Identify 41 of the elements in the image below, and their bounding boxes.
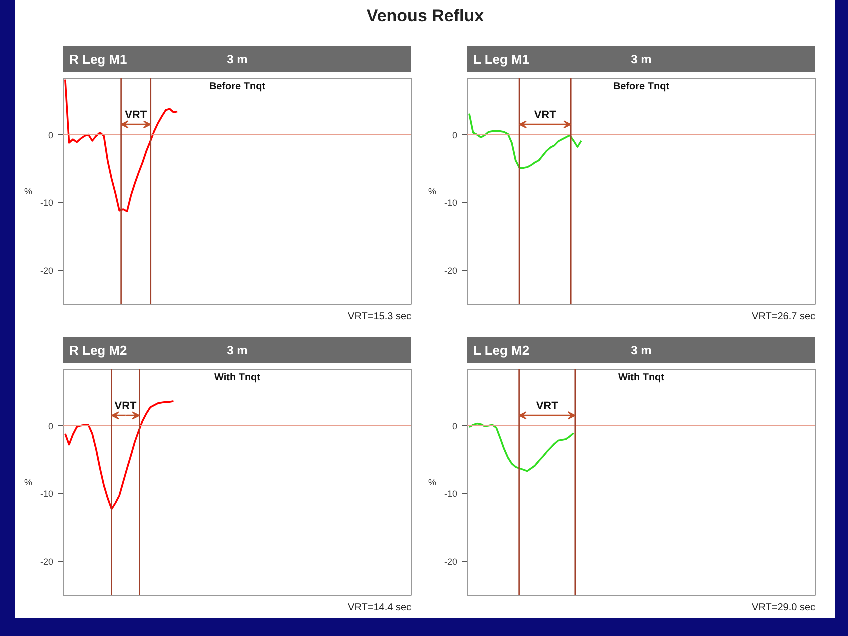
annotation: VRT [536,400,559,413]
text: VRT=14.4 sec [348,602,412,614]
chart-subtitle: With Tnqt [214,372,262,384]
text: 3 m [631,52,652,66]
annotation: VRT [125,110,148,122]
annotation: VRT [114,400,138,413]
y-tick-label: 0 [48,130,54,140]
chart-title: L Leg M1 [474,52,530,67]
y-tick-label: 0 [452,130,458,140]
y-tick-label: 0 [48,421,54,432]
text: 3 m [631,344,652,358]
text: VRT=26.7 sec [752,312,816,322]
y-tick-label: -20 [444,266,458,276]
chart-title: R Leg M1 [70,52,128,67]
line-series [468,112,582,169]
text: VRT=29.0 sec [752,602,816,614]
annotation: VRT [534,110,557,122]
y-tick-label: -10 [444,198,458,208]
text: 3 m [227,344,248,358]
text: 3 m [227,52,248,66]
line-series [64,400,175,510]
text: Venous Reflux [366,6,485,26]
y-axis-title: % [24,478,33,488]
line-series [468,422,575,472]
chart-subtitle: Before Tnqt [613,82,670,92]
chart-title: L Leg M2 [474,343,530,358]
y-tick-label: 0 [452,421,458,432]
chart-subtitle: Before Tnqt [209,82,266,92]
y-axis-title: % [24,186,33,196]
y-tick-label: -20 [40,557,54,568]
line-series [64,78,178,212]
text: VRT=15.3 sec [348,312,412,322]
y-tick-label: -10 [40,198,54,208]
y-axis-title: % [428,478,437,488]
y-tick-label: -20 [444,557,458,568]
chart-subtitle: With Tnqt [618,372,666,384]
y-tick-label: -20 [40,266,54,276]
y-tick-label: -10 [444,489,458,500]
chart-title: R Leg M2 [70,343,128,358]
y-tick-label: -10 [40,489,54,500]
y-axis-title: % [428,186,437,196]
